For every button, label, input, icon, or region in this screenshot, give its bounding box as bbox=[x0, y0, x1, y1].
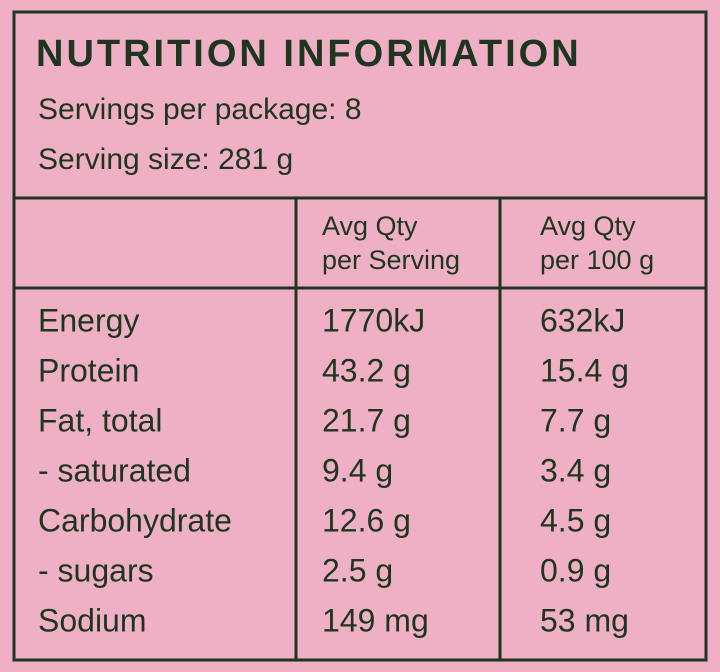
nutrient-name: Fat, total bbox=[38, 402, 163, 438]
nutrient-value: 1770kJ bbox=[322, 302, 425, 338]
nutrient-value: 149 mg bbox=[322, 602, 429, 638]
serving-size: Serving size: 281 g bbox=[38, 143, 293, 176]
outer-border bbox=[12, 10, 708, 662]
nutrient-value: 15.4 g bbox=[540, 352, 629, 388]
nutrient-value: 0.9 g bbox=[540, 552, 611, 588]
servings-per-package: Servings per package: 8 bbox=[38, 93, 362, 126]
nutrient-value: 7.7 g bbox=[540, 402, 611, 438]
nutrient-name: - saturated bbox=[38, 452, 191, 488]
nutrient-value: 9.4 g bbox=[322, 452, 393, 488]
column-header: per Serving bbox=[322, 245, 460, 275]
nutrient-name: Protein bbox=[38, 352, 139, 388]
column-header: Avg Qty bbox=[540, 211, 636, 241]
table: Avg Qty per Serving Avg Qty per 100 g Energy… bbox=[38, 211, 654, 638]
nutrient-value: 4.5 g bbox=[540, 502, 611, 538]
nutrient-name: Energy bbox=[38, 302, 139, 338]
nutrient-value: 12.6 g bbox=[322, 502, 411, 538]
nutrient-name: Sodium bbox=[38, 602, 147, 638]
column-header: Avg Qty bbox=[322, 211, 418, 241]
nutrient-value: 632kJ bbox=[540, 302, 625, 338]
nutrient-value: 3.4 g bbox=[540, 452, 611, 488]
title: NUTRITION INFORMATION bbox=[36, 33, 582, 75]
column-header: per 100 g bbox=[540, 245, 654, 275]
nutrient-value: 2.5 g bbox=[322, 552, 393, 588]
nutrient-value: 53 mg bbox=[540, 602, 629, 638]
nutrient-name: Carbohydrate bbox=[38, 502, 232, 538]
nutrient-name: - sugars bbox=[38, 552, 154, 588]
nutrient-value: 21.7 g bbox=[322, 402, 411, 438]
nutrient-value: 43.2 g bbox=[322, 352, 411, 388]
